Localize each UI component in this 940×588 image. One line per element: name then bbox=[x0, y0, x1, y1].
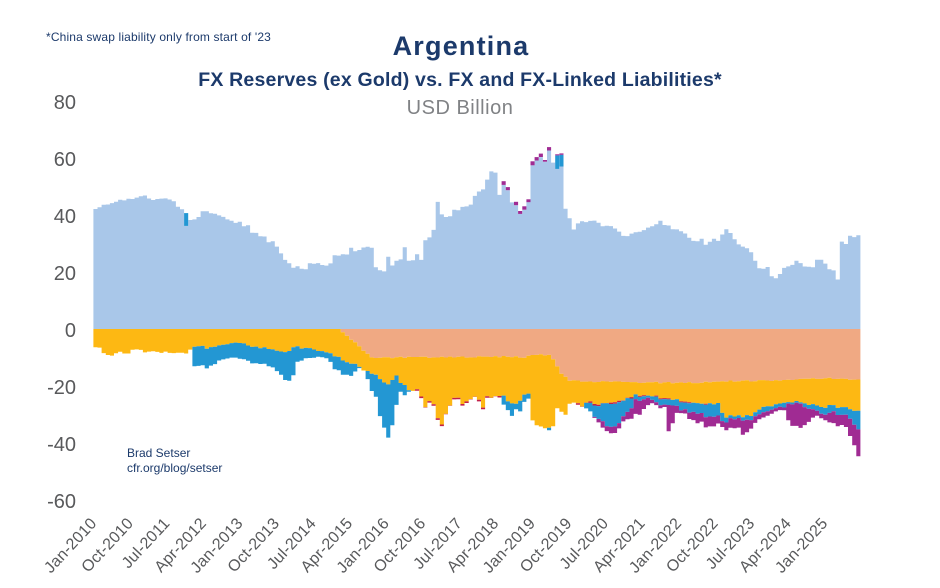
svg-text:-60: -60 bbox=[47, 491, 76, 513]
svg-text:Brad Setser: Brad Setser bbox=[127, 446, 190, 460]
svg-text:20: 20 bbox=[54, 263, 76, 285]
svg-text:40: 40 bbox=[54, 206, 76, 228]
svg-text:-40: -40 bbox=[47, 434, 76, 456]
svg-text:-20: -20 bbox=[47, 377, 76, 399]
svg-text:FX Reserves (ex Gold) vs. FX a: FX Reserves (ex Gold) vs. FX and FX-Link… bbox=[198, 69, 722, 91]
svg-text:60: 60 bbox=[54, 149, 76, 171]
svg-text:Argentina: Argentina bbox=[393, 31, 530, 61]
svg-text:cfr.org/blog/setser: cfr.org/blog/setser bbox=[127, 461, 222, 475]
svg-text:80: 80 bbox=[54, 92, 76, 114]
svg-text:USD Billion: USD Billion bbox=[407, 97, 514, 119]
svg-text:*China swap liability only fro: *China swap liability only from start of… bbox=[46, 30, 271, 44]
svg-text:0: 0 bbox=[65, 320, 76, 342]
